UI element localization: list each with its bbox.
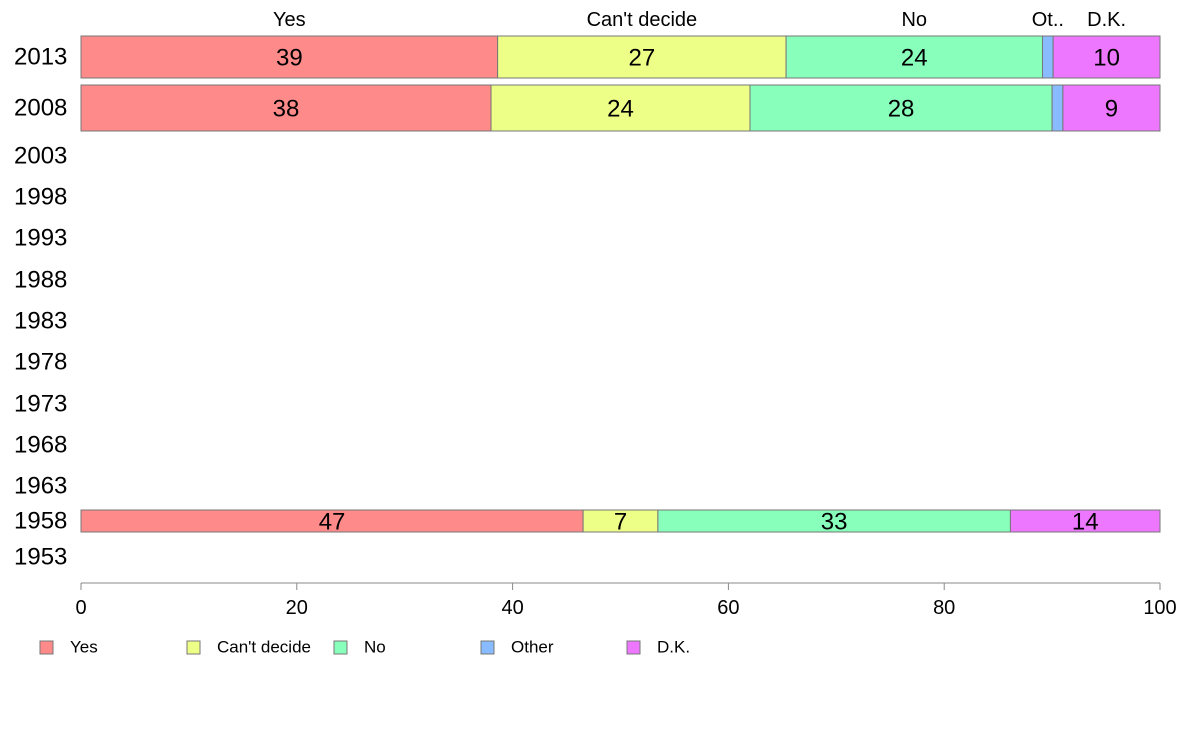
bar-segment — [785, 35, 1043, 79]
top-category-label: Ot.. — [1032, 9, 1064, 31]
year-label: 2008 — [14, 95, 67, 122]
bar-segment — [80, 35, 499, 79]
value-label: 39 — [276, 45, 303, 72]
legend-swatch — [39, 640, 54, 655]
year-label: 1968 — [14, 432, 67, 459]
value-label: 28 — [888, 96, 915, 123]
year-label: 1953 — [14, 544, 67, 571]
legend-swatch — [333, 640, 348, 655]
x-tick-label: 40 — [501, 597, 523, 619]
value-label: 14 — [1072, 509, 1099, 536]
legend-swatch — [480, 640, 495, 655]
value-label: 47 — [319, 509, 346, 536]
top-category-label: No — [901, 9, 927, 31]
x-tick-label: 20 — [286, 597, 308, 619]
year-label: 1978 — [14, 349, 67, 376]
top-category-label: D.K. — [1087, 9, 1126, 31]
x-tick-label: 60 — [717, 597, 739, 619]
x-tick-label: 100 — [1143, 597, 1176, 619]
value-label: 27 — [629, 45, 656, 72]
year-label: 1983 — [14, 308, 67, 335]
legend-label: No — [364, 638, 386, 657]
year-label: 1963 — [14, 473, 67, 500]
bar-segment — [1009, 509, 1161, 533]
bar-segment — [497, 35, 787, 79]
top-category-label: Yes — [273, 9, 306, 31]
bar-segment — [749, 84, 1053, 132]
year-label: 1998 — [14, 184, 67, 211]
legend-swatch — [186, 640, 201, 655]
legend-label: Yes — [70, 638, 98, 657]
value-label: 33 — [821, 509, 848, 536]
x-tick-label: 80 — [933, 597, 955, 619]
value-label: 7 — [614, 509, 627, 536]
year-label: 2013 — [14, 44, 67, 71]
bar-segment — [1041, 35, 1054, 79]
legend-label: Can't decide — [217, 638, 311, 657]
bar-segment — [490, 84, 751, 132]
bar-segment — [1062, 84, 1161, 132]
legend-swatch — [626, 640, 641, 655]
bar-segment — [1051, 84, 1064, 132]
year-label: 1973 — [14, 391, 67, 418]
bar-segment — [1052, 35, 1161, 79]
year-label: 2003 — [14, 143, 67, 170]
top-category-label: Can't decide — [587, 9, 698, 31]
year-label: 1993 — [14, 225, 67, 252]
value-label: 24 — [901, 45, 928, 72]
value-label: 9 — [1105, 96, 1118, 123]
value-label: 24 — [607, 96, 634, 123]
year-label: 1958 — [14, 508, 67, 535]
year-label: 1988 — [14, 267, 67, 294]
bar-segment — [80, 84, 492, 132]
value-label: 38 — [273, 96, 300, 123]
value-label: 10 — [1093, 45, 1120, 72]
legend-label: D.K. — [657, 638, 690, 657]
x-tick-label: 0 — [75, 597, 86, 619]
legend-label: Other — [511, 638, 554, 657]
